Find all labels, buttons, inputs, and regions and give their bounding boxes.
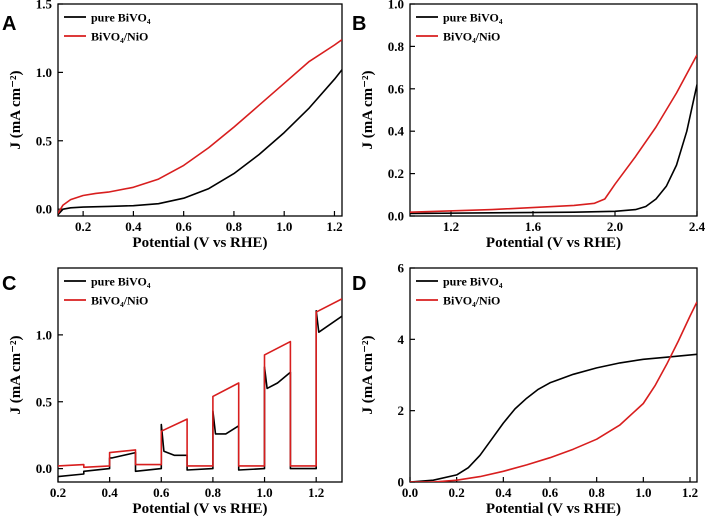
- y-tick-label: 0.8: [388, 39, 405, 54]
- x-tick-label: 0.8: [226, 219, 243, 234]
- x-tick-label: 1.2: [443, 219, 459, 234]
- x-tick-label: 1.0: [276, 219, 292, 234]
- x-tick-label: 0.4: [125, 219, 142, 234]
- series-line-pure-bivo4: [410, 353, 697, 482]
- x-tick-label: 0.2: [50, 485, 66, 500]
- y-tick-label: 0.0: [388, 209, 404, 224]
- panel-letter: D: [352, 273, 366, 295]
- series-line-pure-bivo4: [410, 84, 697, 215]
- x-tick-label: 0.4: [495, 485, 512, 500]
- series-line-bivo4-nio: [58, 38, 342, 214]
- legend-label: pure BiVO₄: [443, 275, 503, 289]
- x-tick-label: 1.6: [525, 219, 542, 234]
- legend-label: BiVO₄/NiO: [91, 294, 148, 308]
- y-tick-label: 0.0: [36, 461, 52, 476]
- y-axis-title: J (mA cm⁻²): [8, 335, 24, 414]
- x-tick-label: 1.2: [682, 485, 698, 500]
- y-tick-label: 1.0: [388, 0, 404, 12]
- series-line-pure-bivo4: [58, 69, 342, 216]
- panel-letter: B: [352, 13, 366, 35]
- y-axis-title: J (mA cm⁻²): [360, 335, 376, 414]
- y-tick-label: 0.4: [388, 124, 405, 139]
- series-line-pure-bivo4: [58, 309, 342, 478]
- y-tick-label: 1.5: [36, 0, 53, 12]
- plot-frame: [57, 3, 343, 217]
- legend-label: BiVO₄/NiO: [91, 30, 148, 44]
- series-line-bivo4-nio: [410, 54, 697, 213]
- x-axis-title: Potential (V vs RHE): [132, 501, 267, 517]
- y-tick-label: 0.2: [388, 166, 404, 181]
- y-tick-label: 0.5: [36, 394, 53, 409]
- x-tick-label: 1.0: [256, 485, 272, 500]
- y-axis-title: J (mA cm⁻²): [8, 70, 24, 149]
- x-tick-label: 0.0: [402, 485, 418, 500]
- x-tick-label: 0.6: [542, 485, 559, 500]
- panel-letter: A: [2, 13, 16, 35]
- x-axis-title: Potential (V vs RHE): [486, 235, 621, 251]
- legend: pure BiVO₄ BiVO₄/NiO: [416, 11, 503, 44]
- y-tick-label: 2: [398, 403, 405, 418]
- y-tick-label: 0.6: [388, 81, 405, 96]
- x-axis-title: Potential (V vs RHE): [486, 501, 621, 517]
- x-tick-label: 0.2: [449, 485, 465, 500]
- legend-label: pure BiVO₄: [91, 275, 151, 289]
- series-line-bivo4-nio: [58, 298, 342, 469]
- panel-a: A 0.2 0.4 0.6 0.8 1.0 1.2 0.0 0.5 1.0 1.5 Potential…: [2, 0, 343, 251]
- y-tick-label: 6: [398, 261, 405, 276]
- y-tick-label: 0: [398, 475, 405, 490]
- x-tick-label: 0.6: [153, 485, 170, 500]
- legend: pure BiVO₄ BiVO₄/NiO: [64, 11, 151, 44]
- panel-letter: C: [2, 273, 16, 295]
- plot-frame: [409, 3, 698, 217]
- y-tick-label: 1.0: [36, 65, 52, 80]
- legend-label: BiVO₄/NiO: [443, 294, 500, 308]
- legend-label: pure BiVO₄: [91, 11, 151, 25]
- plot-frame: [57, 267, 343, 483]
- x-tick-label: 1.0: [635, 485, 651, 500]
- series-line-bivo4-nio: [410, 301, 697, 482]
- legend-label: BiVO₄/NiO: [443, 30, 500, 44]
- y-tick-label: 0.5: [36, 133, 53, 148]
- x-tick-label: 1.2: [326, 219, 342, 234]
- y-tick-label: 1.0: [36, 327, 52, 342]
- x-tick-label: 0.8: [589, 485, 606, 500]
- x-tick-label: 2.4: [689, 219, 706, 234]
- x-axis-title: Potential (V vs RHE): [132, 235, 267, 251]
- x-tick-label: 1.2: [308, 485, 324, 500]
- legend: pure BiVO₄ BiVO₄/NiO: [64, 275, 151, 308]
- x-tick-label: 0.6: [176, 219, 193, 234]
- x-tick-label: 2.0: [607, 219, 623, 234]
- plot-frame: [409, 267, 698, 483]
- panel-b: B 1.2 1.6 2.0 2.4 0.0 0.2 0.4 0.6 0.8 1.0 Potential…: [352, 0, 706, 251]
- y-tick-label: 4: [398, 332, 405, 347]
- legend: pure BiVO₄ BiVO₄/NiO: [416, 275, 503, 308]
- panel-d: D 0.0 0.2 0.4 0.6 0.8 1.0 1.2 0 2 4 6 Potential (V v…: [352, 261, 698, 518]
- x-tick-label: 0.4: [102, 485, 119, 500]
- y-axis-title: J (mA cm⁻²): [360, 70, 376, 149]
- legend-label: pure BiVO₄: [443, 11, 503, 25]
- y-tick-label: 0.0: [36, 202, 52, 217]
- x-tick-label: 0.2: [75, 219, 91, 234]
- x-tick-label: 0.8: [205, 485, 222, 500]
